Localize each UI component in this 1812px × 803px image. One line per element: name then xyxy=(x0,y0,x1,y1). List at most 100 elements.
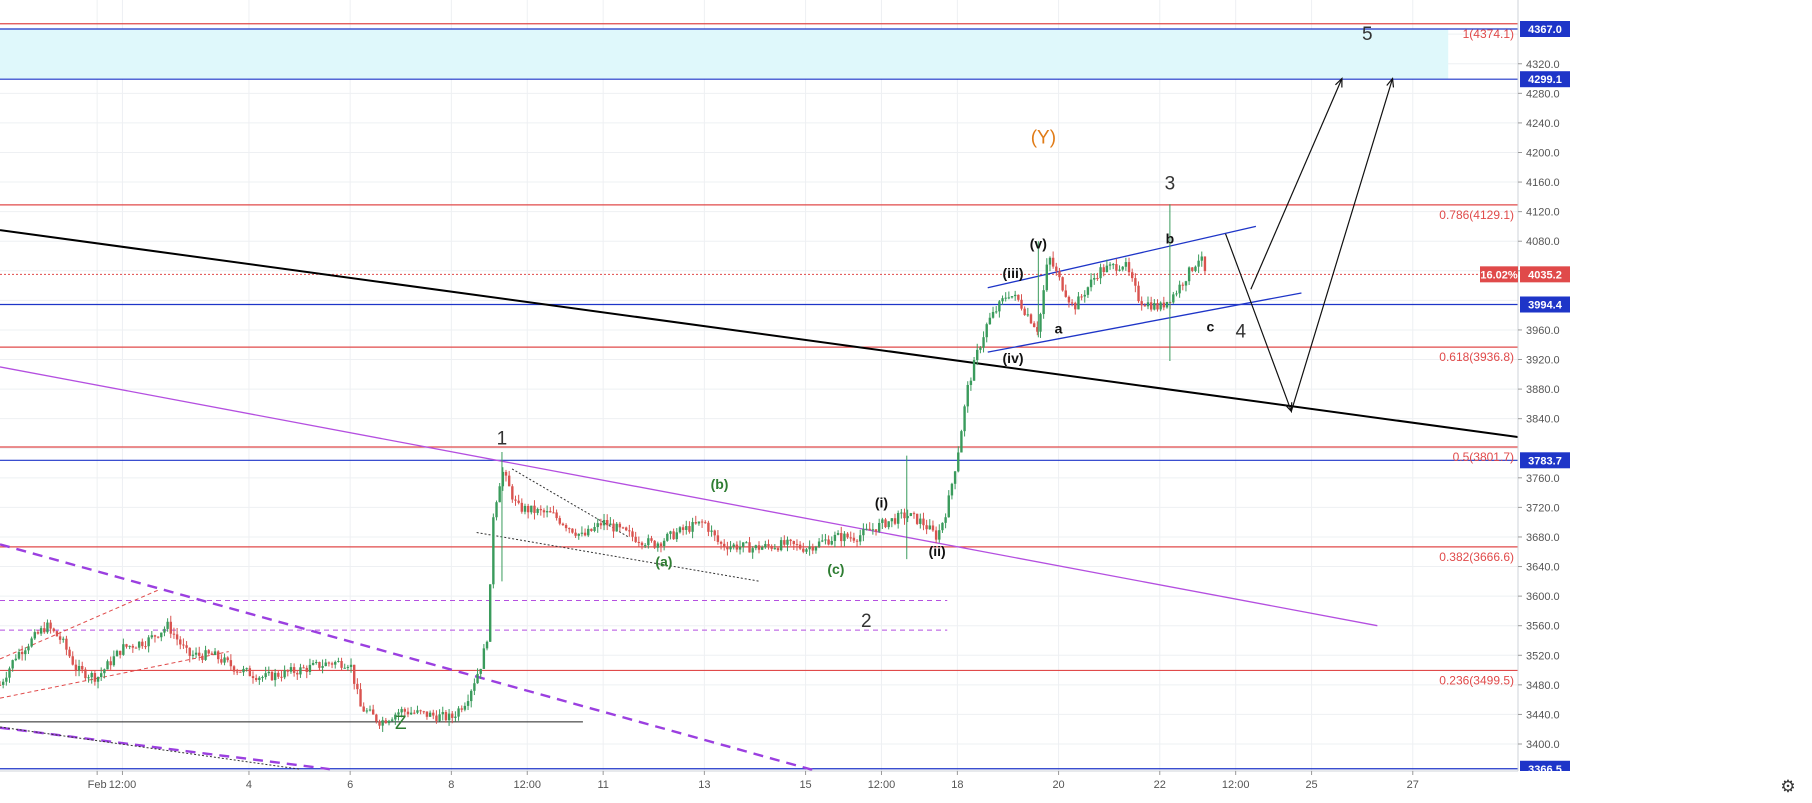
candle-body xyxy=(273,672,277,681)
candle-body xyxy=(957,452,960,472)
wave-label: b xyxy=(1166,230,1175,246)
candle-body xyxy=(1096,278,1099,280)
candle-body xyxy=(925,525,928,530)
candle-body xyxy=(520,502,524,512)
candle-body xyxy=(330,663,334,665)
candle-body xyxy=(811,546,814,551)
candle-body xyxy=(628,530,631,532)
price-tick-label: 3720.0 xyxy=(1526,502,1560,514)
level-lines xyxy=(0,23,1518,770)
candle-body xyxy=(631,531,634,537)
price-axis[interactable]: 3400.0 3440.0 3480.0 3520.0 3560.0 3600.0 3640… xyxy=(1480,0,1812,803)
wave-labels: 1 2 3 4 5 (Y) Z (b) (a) (c) (i) (ii) (iii) (iv) (v) a b c xyxy=(395,24,1373,734)
candle-body xyxy=(1121,266,1124,270)
candle-body xyxy=(928,525,931,530)
gear-icon[interactable]: ⚙ xyxy=(1780,777,1796,797)
candle-body xyxy=(406,711,410,715)
candle-body xyxy=(286,670,289,672)
time-tick-label: 11 xyxy=(597,779,608,791)
candle-body xyxy=(365,710,369,712)
candle-body xyxy=(394,714,397,720)
candle-body xyxy=(1039,314,1042,332)
candle-body xyxy=(1051,257,1055,267)
trendline xyxy=(987,225,1257,289)
candle-body xyxy=(454,716,457,718)
change-badge xyxy=(1480,266,1518,283)
candle-body xyxy=(77,665,81,671)
price-badge-label: 4035.2 xyxy=(1528,269,1562,281)
candle-body xyxy=(1137,285,1140,302)
candle-body xyxy=(998,301,1001,312)
candle-body xyxy=(530,505,533,513)
candle-body xyxy=(375,714,378,722)
candle-body xyxy=(953,471,957,484)
candle-body xyxy=(511,486,514,500)
candle-body xyxy=(235,671,239,673)
candle-body xyxy=(919,518,922,524)
candle-body xyxy=(1108,264,1112,266)
candle-body xyxy=(995,311,998,313)
candle-body xyxy=(542,510,546,513)
candle-body xyxy=(545,511,549,513)
time-axis[interactable]: Feb 12:00 4 6 8 12:00 11 13 15 12:00 18 20 22 12:00 25… xyxy=(0,770,1812,803)
candle-body xyxy=(501,471,505,487)
candle-body xyxy=(786,539,789,545)
price-badge xyxy=(1520,266,1570,283)
candle-body xyxy=(409,712,413,715)
candle-body xyxy=(896,512,900,524)
candle-body xyxy=(441,712,444,715)
candle-body xyxy=(969,380,973,385)
candle-body xyxy=(982,337,985,348)
candle-body xyxy=(700,521,704,523)
candle-body xyxy=(258,677,261,681)
candle-body xyxy=(517,500,520,503)
candle-body xyxy=(723,543,726,548)
candle-body xyxy=(941,522,944,531)
price-badge-label: 4367.0 xyxy=(1528,24,1562,36)
candle-body xyxy=(1112,264,1115,266)
fib-label: 0.382(3666.6) xyxy=(1439,550,1514,564)
candle-body xyxy=(764,544,767,548)
candle-body xyxy=(232,666,236,672)
price-tick-label: 3480.0 xyxy=(1526,680,1560,692)
price-tick-label: 3920.0 xyxy=(1526,355,1560,367)
candle-body xyxy=(814,546,818,551)
candle-body xyxy=(504,471,508,476)
candles xyxy=(0,204,1207,732)
candle-body xyxy=(368,709,372,711)
candle-body xyxy=(337,661,340,663)
candle-body xyxy=(704,522,707,524)
candle-body xyxy=(716,535,720,542)
price-tick-label: 3400.0 xyxy=(1526,739,1560,751)
candle-body xyxy=(862,528,865,536)
candle-body xyxy=(39,628,43,634)
candle-body xyxy=(922,518,925,526)
candle-body xyxy=(115,650,119,657)
price-tick-label: 4200.0 xyxy=(1526,147,1560,159)
candle-body xyxy=(985,324,988,338)
candle-body xyxy=(144,646,147,648)
candle-body xyxy=(805,549,808,552)
candle-body xyxy=(906,515,909,519)
candle-body xyxy=(1134,278,1137,286)
candle-body xyxy=(900,512,903,514)
time-tick-label: 27 xyxy=(1407,779,1419,791)
candle-body xyxy=(128,645,131,647)
candle-body xyxy=(343,667,346,669)
time-tick-label: 22 xyxy=(1154,779,1166,791)
candle-body xyxy=(283,670,286,678)
wave-label: (a) xyxy=(655,554,672,570)
candle-body xyxy=(1127,262,1131,273)
candle-body xyxy=(1029,314,1033,324)
candle-body xyxy=(463,705,467,710)
candle-body xyxy=(571,528,574,533)
candle-body xyxy=(549,511,552,513)
candle-body xyxy=(1203,256,1207,272)
candle-body xyxy=(163,628,166,633)
wave-label: (c) xyxy=(827,561,844,577)
candle-body xyxy=(52,628,55,632)
candle-body xyxy=(893,518,897,524)
candle-body xyxy=(1064,290,1067,297)
candle-body xyxy=(251,676,255,679)
